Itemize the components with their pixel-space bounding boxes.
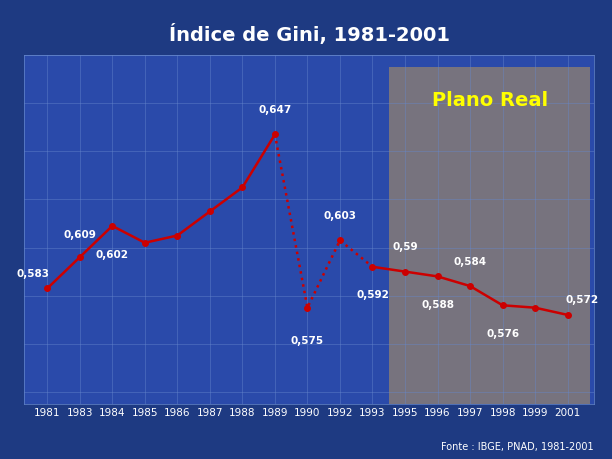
Text: 0,576: 0,576 bbox=[486, 329, 519, 339]
Text: 0,609: 0,609 bbox=[63, 230, 96, 241]
Text: 0,588: 0,588 bbox=[421, 300, 454, 310]
Text: 0,575: 0,575 bbox=[291, 336, 324, 346]
Text: 0,584: 0,584 bbox=[453, 257, 487, 267]
Text: Fonte : IBGE, PNAD, 1981-2001: Fonte : IBGE, PNAD, 1981-2001 bbox=[441, 442, 594, 452]
Bar bbox=[389, 67, 591, 404]
Text: 0,647: 0,647 bbox=[258, 105, 291, 115]
Text: 0,59: 0,59 bbox=[392, 242, 418, 252]
Title: Índice de Gini, 1981-2001: Índice de Gini, 1981-2001 bbox=[168, 24, 450, 45]
Text: Plano Real: Plano Real bbox=[431, 91, 548, 110]
Text: 0,583: 0,583 bbox=[16, 269, 49, 279]
Text: 0,572: 0,572 bbox=[565, 295, 599, 305]
Text: 0,603: 0,603 bbox=[324, 211, 356, 221]
Text: 0,602: 0,602 bbox=[96, 250, 129, 260]
Text: 0,592: 0,592 bbox=[356, 291, 389, 301]
